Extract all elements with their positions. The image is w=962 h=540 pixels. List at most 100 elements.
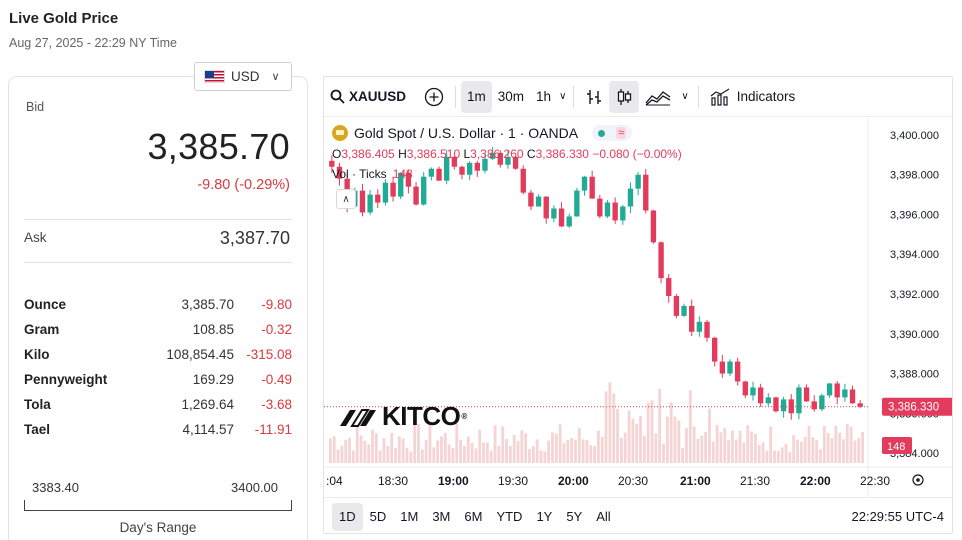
- unit-change: -9.80: [261, 297, 292, 312]
- volume-bar: [336, 449, 340, 463]
- volume-bar: [593, 445, 596, 463]
- currency-select[interactable]: USD ∨: [194, 62, 292, 91]
- volume-bar: [646, 402, 650, 463]
- ohlc-high: 3,386.510: [406, 147, 461, 161]
- volume-bar: [543, 451, 547, 463]
- chart-type-dropdown[interactable]: ∨: [677, 81, 692, 113]
- volume-bar: [811, 437, 815, 463]
- market-status-pill[interactable]: ≈: [592, 125, 633, 141]
- range-5y[interactable]: 5Y: [566, 509, 583, 524]
- volume-bar: [531, 446, 535, 463]
- table-row: Tola 1,269.64 -3.68: [24, 392, 292, 417]
- candle-body: [428, 168, 435, 177]
- candle-body: [842, 389, 848, 398]
- us-flag-icon: [204, 70, 225, 83]
- collapse-legend-button[interactable]: ∧: [336, 189, 356, 209]
- range-1d[interactable]: 1D: [332, 502, 363, 531]
- volume-bar: [799, 441, 803, 463]
- volume-bar: [769, 426, 773, 463]
- y-tick-label: 3,388.000: [890, 369, 939, 381]
- range-ytd[interactable]: YTD: [496, 509, 523, 524]
- volume-bar: [642, 435, 646, 463]
- volume-bar: [838, 432, 842, 463]
- volume-bar: [842, 439, 845, 463]
- candle-body: [512, 156, 519, 169]
- volume-bar: [784, 443, 788, 463]
- last-price-label: 3,386.330: [888, 402, 939, 414]
- volume-bar: [547, 440, 551, 463]
- volume-bar: [765, 450, 769, 463]
- volume-bar: [574, 439, 577, 463]
- table-row: Gram 108.85 -0.32: [24, 317, 292, 342]
- range-5d[interactable]: 5D: [369, 509, 387, 524]
- candle-body: [405, 172, 412, 187]
- candle-body: [451, 156, 458, 167]
- candle-body: [413, 186, 419, 205]
- interval-1m[interactable]: 1m: [461, 80, 492, 113]
- interval-dropdown[interactable]: ∨: [557, 81, 568, 113]
- candle-body: [635, 174, 641, 189]
- bar-style-button[interactable]: [579, 81, 609, 113]
- volume-bar: [815, 440, 819, 463]
- volume-bar: [677, 420, 681, 463]
- x-tick-label: 20:30: [618, 474, 648, 488]
- range-6m[interactable]: 6M: [464, 509, 483, 524]
- range-3m[interactable]: 3M: [432, 509, 451, 524]
- currency-value: USD: [231, 69, 260, 84]
- volume-bar: [340, 445, 344, 463]
- volume-bar: [861, 431, 864, 463]
- unit-name: Ounce: [24, 297, 67, 312]
- volume-bar: [830, 438, 834, 463]
- candle-body: [474, 162, 480, 171]
- indicators-button[interactable]: Indicators: [704, 81, 802, 113]
- compare-symbol-button[interactable]: [418, 81, 450, 113]
- ask-price: 3,387.70: [219, 228, 290, 248]
- candle-body: [520, 168, 526, 193]
- range-1y[interactable]: 1Y: [536, 509, 553, 524]
- candle-body: [834, 383, 840, 398]
- x-tick-label: 21:00: [680, 474, 711, 488]
- volume-bar: [459, 439, 462, 463]
- unit-price: 108,854.45: [166, 347, 234, 362]
- range-1m[interactable]: 1M: [400, 509, 419, 524]
- candles-style-button[interactable]: [609, 80, 640, 113]
- y-tick-label: 3,394.000: [890, 249, 939, 261]
- tb-separator: [455, 85, 457, 108]
- volume-bar: [715, 424, 719, 463]
- candle-body: [566, 216, 572, 227]
- symbol-search[interactable]: XAUUSD: [324, 81, 412, 113]
- x-tick-label: 21:30: [740, 474, 770, 488]
- range-all[interactable]: All: [596, 509, 611, 524]
- indicators-label: Indicators: [736, 89, 796, 104]
- days-range-low: 3383.40: [32, 480, 79, 495]
- volume-bar: [474, 448, 478, 463]
- price-chart[interactable]: 3,400.000 3,398.000 3,396.000 3,394.000 3,39…: [324, 117, 953, 497]
- area-style-button[interactable]: [639, 81, 677, 113]
- unit-name: Tola: [24, 397, 51, 412]
- x-tick-label: 18:30: [378, 474, 408, 488]
- volume-bar: [600, 436, 604, 463]
- volume-bar: [731, 430, 734, 463]
- unit-change: -0.49: [261, 372, 292, 387]
- volume-bar: [386, 445, 390, 463]
- volume-bar: [619, 437, 623, 463]
- chart-toolbar: XAUUSD 1m 30m 1h ∨ ∨ Indicators: [324, 77, 952, 117]
- volume-bar: [570, 438, 574, 463]
- indicators-icon: [710, 87, 730, 106]
- candlestick-icon: [618, 88, 632, 105]
- ohlc-low: 3,386.260: [470, 147, 524, 161]
- chart-clock[interactable]: 22:29:55 UTC-4: [851, 509, 945, 524]
- volume-bar: [819, 449, 822, 463]
- settings-gear-icon[interactable]: [912, 474, 924, 486]
- volume-bar: [780, 447, 784, 463]
- volume-bar: [482, 442, 485, 463]
- y-tick-label: 3,398.000: [890, 170, 939, 182]
- interval-30m[interactable]: 30m: [497, 89, 525, 104]
- chart-bottom-bar: 1D 5D 1M 3M 6M YTD 1Y 5Y All 22:29:55 UT…: [324, 497, 952, 533]
- days-range-high: 3400.00: [231, 480, 278, 495]
- last-volume-tag: [882, 437, 912, 454]
- volume-bar: [853, 440, 857, 463]
- divider: [24, 262, 292, 263]
- candle-body: [382, 182, 389, 203]
- interval-1h[interactable]: 1h: [536, 89, 552, 104]
